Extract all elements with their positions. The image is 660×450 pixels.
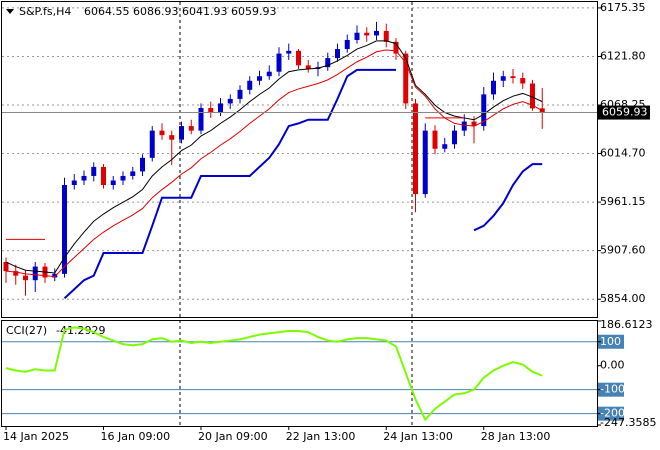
- candle-body: [305, 65, 311, 69]
- candle-body: [422, 130, 428, 195]
- candle-body: [481, 94, 487, 127]
- candle-body: [218, 103, 223, 113]
- y-tick-label: -247.3585: [600, 416, 656, 429]
- y-tick-label: 5961.15: [600, 195, 646, 208]
- candle-body: [237, 89, 243, 99]
- candle-body: [23, 275, 28, 281]
- candle-body: [413, 103, 418, 195]
- candle-body: [188, 126, 194, 131]
- candle-body: [452, 130, 457, 145]
- cci-panel-frame: [1, 320, 598, 427]
- candle-body: [110, 180, 116, 186]
- candle-body: [374, 30, 379, 36]
- ohlc-high: 6086.93: [133, 5, 179, 18]
- candle-body: [393, 41, 399, 54]
- candle-body: [169, 135, 175, 140]
- candle-body: [442, 144, 448, 149]
- candle-body: [276, 53, 282, 72]
- candle-body: [13, 271, 19, 276]
- candle-body: [120, 175, 126, 181]
- ohlc-open: 6064.55: [84, 5, 130, 18]
- y-tick-label: 5854.00: [600, 292, 646, 305]
- candle-body: [266, 71, 272, 77]
- candle-body: [510, 76, 516, 79]
- candle-body: [140, 157, 145, 172]
- y-tick-label: 5907.60: [600, 244, 646, 257]
- x-tick-label: 20 Jan 09:00: [198, 430, 268, 443]
- candle-body: [296, 50, 301, 66]
- ohlc-close: 6059.93: [231, 5, 277, 18]
- candle-body: [198, 107, 204, 131]
- level-box: [598, 406, 624, 421]
- candle-body: [247, 80, 253, 90]
- indicator-line: [5, 49, 543, 278]
- candle-body: [91, 166, 97, 176]
- candle-body: [208, 107, 214, 113]
- y-tick-label: 0.00: [600, 359, 625, 372]
- level-box: [598, 334, 624, 349]
- candle-body: [101, 166, 106, 186]
- candle-body: [62, 185, 67, 274]
- candle-body: [520, 78, 526, 84]
- current-price-label: 6059.93: [602, 106, 648, 119]
- candle-body: [354, 32, 360, 40]
- candle-body: [81, 175, 87, 181]
- cci-title: CCI(27): [6, 324, 47, 337]
- candle-body: [52, 273, 58, 278]
- candle-body: [149, 130, 155, 158]
- candle-body: [344, 39, 350, 50]
- candle-body: [364, 32, 370, 36]
- ohlc-low: 6041.93: [182, 5, 228, 18]
- indicator-line: [63, 68, 396, 300]
- y-tick-label: 6014.70: [600, 147, 646, 160]
- chart-title: S&P.fs,H4: [19, 5, 71, 18]
- candle-body: [257, 76, 262, 81]
- x-tick-label: 14 Jan 2025: [3, 430, 69, 443]
- price-panel-frame: [1, 1, 598, 318]
- x-tick-label: 22 Jan 13:00: [286, 430, 356, 443]
- candle-body: [432, 130, 438, 149]
- candle-body: [491, 80, 496, 95]
- y-tick-label: 100: [600, 335, 621, 348]
- candle-body: [159, 130, 165, 136]
- candle-body: [325, 58, 331, 68]
- y-tick-label: 186.6123: [600, 318, 653, 331]
- candle-body: [471, 121, 477, 127]
- price-box: [598, 105, 650, 120]
- x-tick-label: 28 Jan 13:00: [481, 430, 551, 443]
- candle-body: [32, 266, 38, 281]
- indicator-line: [5, 326, 543, 422]
- y-tick-label: -200: [600, 407, 625, 420]
- indicator-line: [473, 163, 543, 232]
- candle-body: [500, 76, 506, 81]
- candle-body: [461, 121, 467, 131]
- x-tick-label: 16 Jan 09:00: [101, 430, 171, 443]
- y-tick-label: 6175.35: [600, 1, 646, 14]
- level-box: [598, 382, 624, 397]
- candle-body: [286, 50, 292, 54]
- candle-body: [335, 49, 340, 59]
- cci-value: -41.2929: [56, 324, 105, 337]
- candle-body: [383, 30, 389, 42]
- y-tick-label: -100: [600, 383, 625, 396]
- candle-body: [130, 171, 136, 176]
- candle-body: [530, 83, 535, 109]
- indicator-line: [5, 40, 543, 274]
- candle-body: [179, 126, 184, 140]
- candle-body: [3, 262, 9, 272]
- y-tick-label: 6121.80: [600, 49, 646, 62]
- candle-body: [227, 98, 233, 104]
- candle-body: [403, 53, 409, 104]
- candle-body: [71, 180, 77, 186]
- menu-triangle[interactable]: [6, 9, 14, 14]
- x-tick-label: 24 Jan 13:00: [383, 430, 453, 443]
